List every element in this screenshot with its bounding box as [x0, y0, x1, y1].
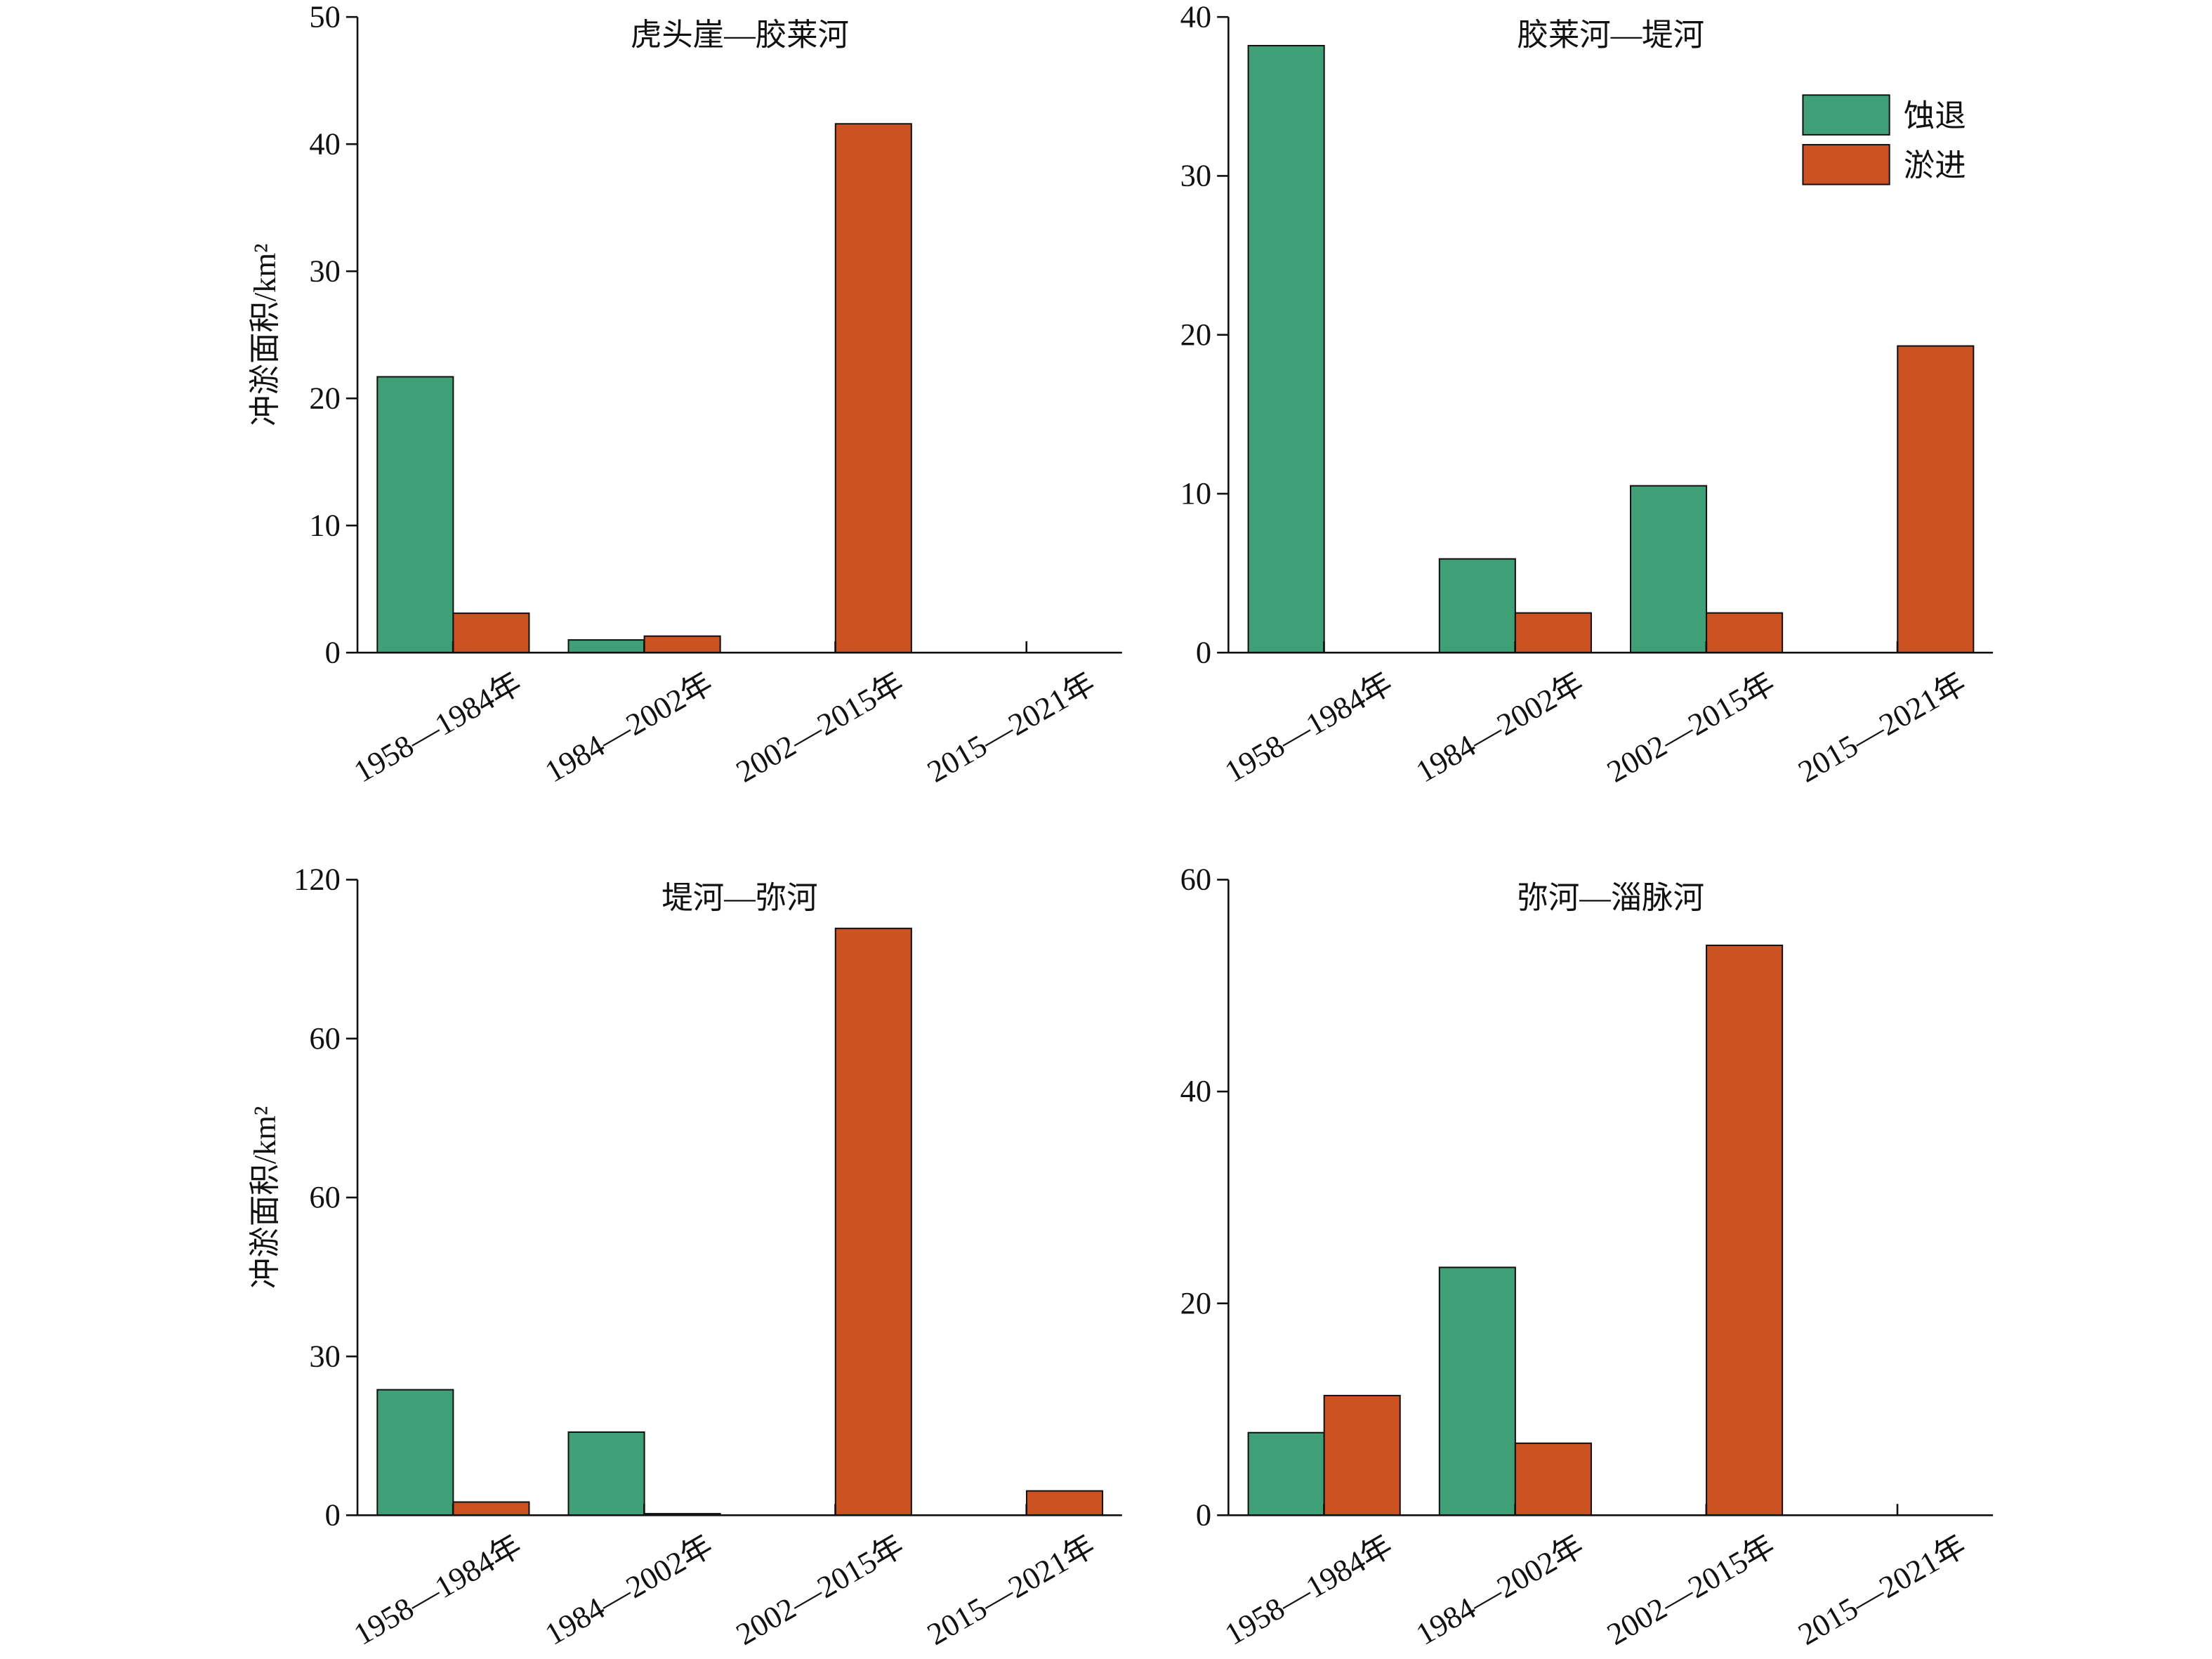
x-tick-label: 2015—2021年 — [921, 665, 1101, 789]
y-tick-label: 20 — [1180, 317, 1211, 352]
legend-label: 淤进 — [1904, 147, 1966, 183]
bar — [376, 1389, 454, 1516]
y-tick-label: 0 — [1196, 1497, 1211, 1533]
legend-swatch — [1802, 144, 1890, 185]
y-tick-label: 50 — [309, 0, 340, 34]
panel-title: 虎头崖—胶莱河 — [631, 18, 849, 53]
y-tick-label: 60 — [309, 1179, 340, 1214]
bar — [834, 927, 912, 1516]
panel-title: 胶莱河—堤河 — [1517, 18, 1704, 53]
y-tick-label: 20 — [309, 380, 340, 415]
bar — [452, 612, 530, 654]
x-tick-label: 2015—2021年 — [921, 1528, 1101, 1652]
x-tick-label: 1984—2002年 — [539, 665, 718, 789]
y-axis-label: 冲淤面积/km² — [247, 244, 282, 426]
bar — [1629, 485, 1708, 654]
y-tick-label: 40 — [1180, 0, 1211, 34]
bar — [567, 1431, 645, 1516]
y-tick-label: 30 — [309, 1338, 340, 1373]
bar — [834, 123, 912, 654]
y-tick-label: 120 — [294, 862, 341, 897]
bar — [376, 376, 454, 654]
bar — [643, 635, 721, 654]
legend-label: 蚀退 — [1904, 98, 1966, 133]
panel-title: 弥河—淄脉河 — [1517, 880, 1704, 915]
y-tick-label: 30 — [309, 253, 340, 288]
x-tick-label: 1984—2002年 — [1410, 665, 1590, 789]
x-tick-label: 2002—2015年 — [1601, 1528, 1781, 1652]
bar — [1438, 1266, 1516, 1516]
bar — [1706, 612, 1784, 654]
x-tick-label: 1984—2002年 — [1410, 1528, 1590, 1652]
x-tick-label: 2002—2015年 — [1601, 665, 1781, 789]
bar — [1025, 1490, 1104, 1516]
x-tick-label: 2015—2021年 — [1792, 665, 1972, 789]
y-tick-label: 40 — [309, 126, 340, 161]
y-tick-label: 30 — [1180, 158, 1211, 193]
x-tick-label: 2002—2015年 — [730, 665, 910, 789]
legend-swatch — [1802, 94, 1890, 136]
y-tick-label: 60 — [309, 1021, 340, 1056]
x-tick-label: 2002—2015年 — [730, 1528, 910, 1652]
y-tick-label: 40 — [1180, 1073, 1211, 1108]
y-tick-label: 60 — [1180, 862, 1211, 897]
y-tick-label: 0 — [325, 634, 341, 669]
x-tick-label: 1958—1984年 — [1219, 1528, 1399, 1652]
y-axis-label: 冲淤面积/km² — [247, 1106, 282, 1289]
y-tick-label: 10 — [309, 507, 340, 542]
panel-title: 堤河—弥河 — [661, 880, 817, 915]
x-tick-label: 1958—1984年 — [348, 1528, 527, 1652]
bar — [1706, 944, 1784, 1516]
y-tick-label: 20 — [1180, 1285, 1211, 1320]
x-tick-label: 1958—1984年 — [348, 665, 527, 789]
y-tick-label: 0 — [1196, 634, 1211, 669]
bar — [1438, 558, 1516, 654]
bar — [452, 1501, 530, 1516]
y-tick-label: 0 — [325, 1497, 341, 1533]
bar — [1247, 44, 1325, 654]
x-tick-label: 2015—2021年 — [1792, 1528, 1972, 1652]
x-tick-label: 1984—2002年 — [539, 1528, 718, 1652]
bar — [1514, 612, 1592, 654]
bar — [1514, 1442, 1592, 1516]
bar — [567, 639, 645, 654]
x-tick-label: 1958—1984年 — [1219, 665, 1399, 789]
bar — [1323, 1394, 1401, 1516]
bar — [1247, 1431, 1325, 1516]
y-tick-label: 10 — [1180, 476, 1211, 511]
bar — [1897, 345, 1975, 654]
